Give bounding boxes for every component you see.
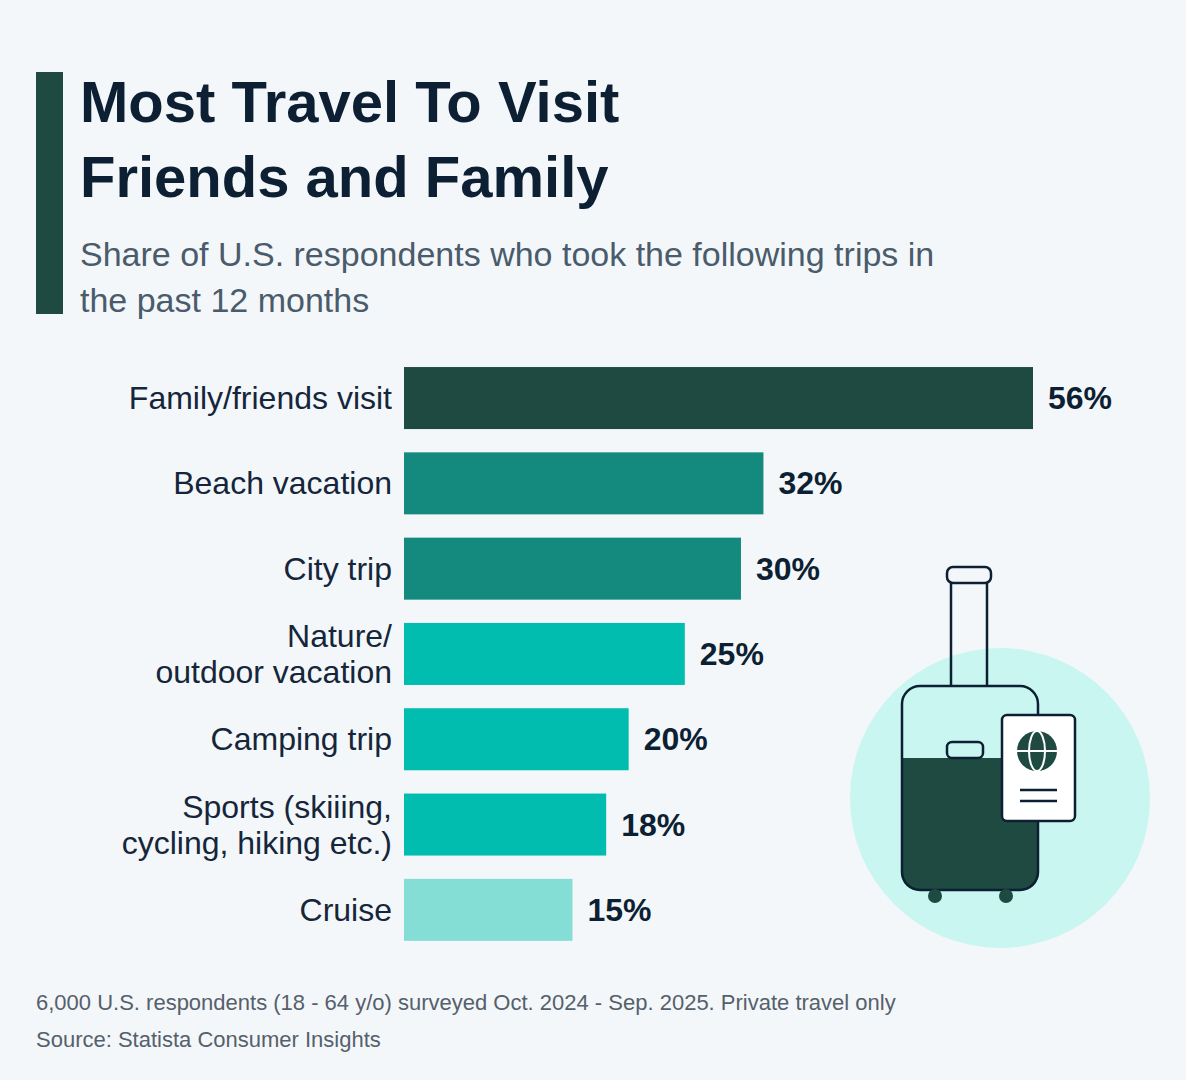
y-tick: Cruise <box>300 892 392 928</box>
icon-passport-line <box>1020 789 1057 792</box>
text-line: the past 12 months <box>80 281 369 319</box>
bars <box>404 367 1033 941</box>
y-tick: Family/friends visit <box>129 380 392 416</box>
text-line: Cruise <box>300 892 392 928</box>
text-line: Camping trip <box>211 721 392 757</box>
text-line: Family/friends visit <box>129 380 392 416</box>
category-label: Camping trip <box>211 721 392 757</box>
icon-wheel <box>928 889 942 903</box>
data-labels: 56% 32% 30% 25% 20% 18% 15% <box>587 380 1112 928</box>
y-tick: Beach vacation <box>173 465 392 501</box>
icon-passport <box>1002 715 1075 821</box>
icon-passport-line <box>1020 800 1057 803</box>
title: Most Travel To Visit Friends and Family <box>80 69 619 209</box>
icon-wheel <box>999 889 1013 903</box>
category-label: City trip <box>284 551 392 587</box>
text-line: City trip <box>284 551 392 587</box>
data-label: 25% <box>700 636 764 672</box>
icon-circle <box>850 648 1150 948</box>
text-line: Share of U.S. respondents who took the f… <box>80 235 934 273</box>
category-label: Family/friends visit <box>129 380 392 416</box>
icon-handle <box>950 583 953 686</box>
title-accent <box>36 72 63 314</box>
bar <box>404 794 606 856</box>
bar <box>404 452 763 514</box>
bar <box>404 623 685 685</box>
source: Source: Statista Consumer Insights <box>36 1027 381 1052</box>
data-label: 15% <box>587 892 651 928</box>
y-tick: Sports (skiiing,cycling, hiking etc.) <box>122 789 392 861</box>
text-line: Sports (skiiing, <box>182 789 392 825</box>
icon-globe <box>1017 731 1057 771</box>
bar <box>404 538 741 600</box>
icon-globe-line <box>1017 750 1057 752</box>
text-line: Most Travel To Visit <box>80 69 619 134</box>
text-line: Beach vacation <box>173 465 392 501</box>
illustration <box>850 567 1150 948</box>
data-label: 32% <box>778 465 842 501</box>
data-label: 18% <box>621 807 685 843</box>
text-line: Friends and Family <box>80 144 609 209</box>
category-label: Sports (skiiing,cycling, hiking etc.) <box>122 789 392 861</box>
bar <box>404 708 629 770</box>
icon-handle-top <box>947 567 991 583</box>
note: 6,000 U.S. respondents (18 - 64 y/o) sur… <box>36 990 896 1015</box>
chart: Most Travel To Visit Friends and Family Sh… <box>0 0 1186 1080</box>
category-label: Nature/outdoor vacation <box>155 618 392 690</box>
y-axis: Family/friends visit Beach vacation City t… <box>122 380 392 928</box>
text-line: outdoor vacation <box>155 654 392 690</box>
text-line: cycling, hiking etc.) <box>122 825 392 861</box>
subtitle: Share of U.S. respondents who took the f… <box>80 235 934 319</box>
bar <box>404 367 1033 429</box>
y-tick: Nature/outdoor vacation <box>155 618 392 690</box>
category-label: Beach vacation <box>173 465 392 501</box>
bar <box>404 879 572 941</box>
y-tick: Camping trip <box>211 721 392 757</box>
data-label: 56% <box>1048 380 1112 416</box>
category-label: Cruise <box>300 892 392 928</box>
data-label: 20% <box>644 721 708 757</box>
icon-case-grip <box>947 742 983 758</box>
background <box>0 0 1186 1080</box>
icon-handle <box>986 583 989 686</box>
data-label: 30% <box>756 551 820 587</box>
y-tick: City trip <box>284 551 392 587</box>
text-line: Nature/ <box>287 618 392 654</box>
